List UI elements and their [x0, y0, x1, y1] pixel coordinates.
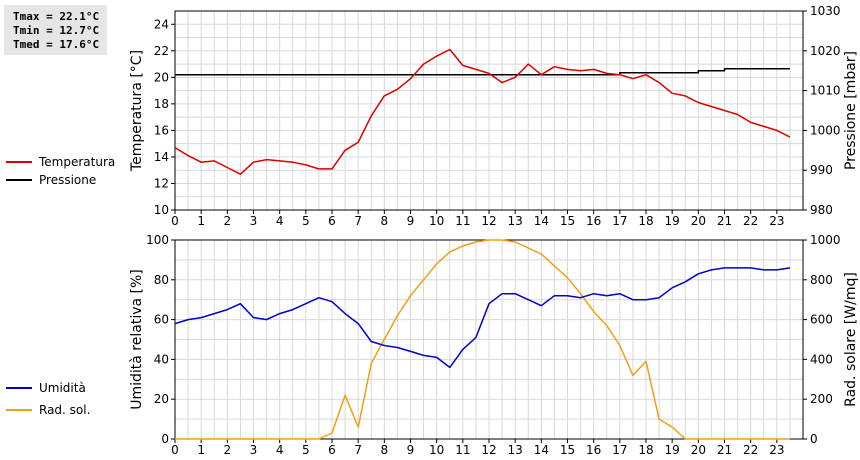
x-tick-label: 3	[250, 214, 258, 228]
y-tick-label: 40	[154, 352, 169, 366]
y2-tick-label: 600	[810, 313, 833, 327]
legend-swatch-pressione	[6, 179, 32, 181]
chart-2: 0 1 2 3 4 5 6 7 8 9 10 11 12 13 14 15 16 17 18 19 20 21 22 2302…	[129, 233, 859, 457]
x-tick-label: 9	[407, 443, 415, 457]
x-tick-label: 13	[508, 443, 523, 457]
legend-swatch-temperatura	[6, 161, 32, 163]
y2-tick-label: 980	[810, 203, 833, 217]
tmax-text: Tmax = 22.1°C	[13, 10, 100, 23]
x-tick-label: 2	[224, 214, 232, 228]
x-tick-label: 11	[455, 214, 470, 228]
x-tick-label: 16	[586, 443, 601, 457]
x-tick-label: 0	[171, 214, 179, 228]
legend-swatch-umidita	[6, 387, 32, 389]
legend-swatch-rad-sol	[6, 409, 32, 411]
y-tick-label: 0	[161, 432, 169, 446]
y-tick-label: 80	[154, 273, 169, 287]
y2-axis-label: Pressione [mbar]	[843, 51, 859, 170]
x-tick-label: 12	[481, 214, 496, 228]
x-tick-label: 5	[302, 443, 310, 457]
y2-tick-label: 1010	[810, 84, 841, 98]
x-tick-label: 18	[638, 443, 653, 457]
y2-tick-label: 1000	[810, 233, 841, 247]
series-line-temperatura	[174, 48, 791, 175]
x-tick-label: 14	[534, 443, 549, 457]
y2-tick-label: 1000	[810, 123, 841, 137]
y-tick-label: 12	[154, 176, 169, 190]
legend-label-temperatura: Temperatura	[39, 155, 116, 169]
y2-tick-label: 0	[810, 432, 818, 446]
legend-label-rad-sol: Rad. sol.	[39, 403, 91, 417]
x-tick-label: 16	[586, 214, 601, 228]
x-tick-label: 6	[328, 214, 336, 228]
tmed-text: Tmed = 17.6°C	[13, 38, 100, 51]
x-tick-label: 5	[302, 214, 310, 228]
x-tick-label: 0	[171, 443, 179, 457]
x-tick-label: 22	[743, 443, 758, 457]
x-tick-label: 1	[197, 214, 205, 228]
y-tick-label: 20	[154, 392, 169, 406]
tmin-text: Tmin = 12.7°C	[13, 24, 100, 37]
y2-tick-label: 200	[810, 392, 833, 406]
x-tick-label: 13	[508, 214, 523, 228]
x-tick-label: 15	[560, 214, 575, 228]
x-tick-label: 19	[665, 443, 680, 457]
legend-label-umidita: Umidità	[39, 381, 86, 395]
x-tick-label: 8	[381, 443, 389, 457]
x-tick-label: 15	[560, 443, 575, 457]
stats-box: Tmax = 22.1°C Tmin = 12.7°C Tmed = 17.6°…	[4, 5, 107, 55]
x-tick-label: 1	[197, 443, 205, 457]
x-tick-label: 18	[638, 214, 653, 228]
y2-tick-label: 400	[810, 352, 833, 366]
series-line-rad-sol	[175, 239, 790, 440]
x-tick-label: 7	[354, 443, 362, 457]
chart-1: 0 1 2 3 4 5 6 7 8 9 10 11 12 13 14 15 16 17 18 19 20 21 22 2310…	[129, 4, 859, 228]
y-tick-label: 20	[154, 70, 169, 84]
y-axis-label: Umidità relativa [%]	[129, 269, 145, 410]
y-tick-label: 22	[154, 44, 169, 58]
x-tick-label: 14	[534, 214, 549, 228]
x-tick-label: 22	[743, 214, 758, 228]
y-tick-label: 24	[154, 17, 169, 31]
x-tick-label: 11	[455, 443, 470, 457]
x-tick-label: 8	[381, 214, 389, 228]
x-tick-label: 4	[276, 443, 284, 457]
x-tick-label: 23	[769, 443, 784, 457]
y2-axis-label: Rad. solare [W/mq]	[843, 272, 859, 407]
y2-tick-label: 1020	[810, 44, 841, 58]
y-tick-label: 18	[154, 97, 169, 111]
series-line-umidit	[174, 267, 791, 369]
y-tick-label: 100	[146, 233, 169, 247]
legend-label-pressione: Pressione	[39, 173, 97, 187]
y-tick-label: 16	[154, 123, 169, 137]
x-tick-label: 12	[481, 443, 496, 457]
y2-tick-label: 800	[810, 273, 833, 287]
x-tick-label: 10	[429, 443, 444, 457]
x-tick-label: 6	[328, 443, 336, 457]
x-tick-label: 10	[429, 214, 444, 228]
x-tick-label: 4	[276, 214, 284, 228]
y-axis-label: Temperatura [°C]	[129, 50, 145, 172]
x-tick-label: 17	[612, 443, 627, 457]
y-tick-label: 60	[154, 313, 169, 327]
x-tick-label: 23	[769, 214, 784, 228]
x-tick-label: 21	[717, 443, 732, 457]
x-tick-label: 19	[665, 214, 680, 228]
y2-tick-label: 990	[810, 163, 833, 177]
x-tick-label: 17	[612, 214, 627, 228]
y-tick-label: 14	[154, 150, 169, 164]
y-tick-label: 10	[154, 203, 169, 217]
x-tick-label: 7	[354, 214, 362, 228]
x-tick-label: 21	[717, 214, 732, 228]
x-tick-label: 20	[691, 443, 706, 457]
y2-tick-label: 1030	[810, 4, 841, 18]
x-tick-label: 20	[691, 214, 706, 228]
x-tick-label: 9	[407, 214, 415, 228]
x-tick-label: 2	[224, 443, 232, 457]
x-tick-label: 3	[250, 443, 258, 457]
